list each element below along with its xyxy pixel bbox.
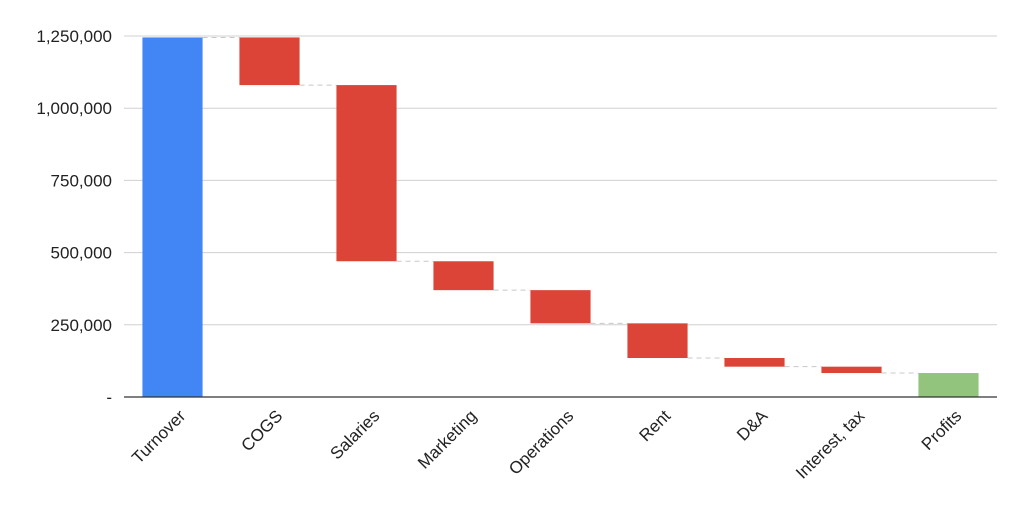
bar-salaries bbox=[336, 85, 397, 262]
y-tick-label: 500,000 bbox=[51, 244, 112, 263]
bar-operations bbox=[530, 290, 591, 324]
y-tick-label: 250,000 bbox=[51, 316, 112, 335]
bar-d-a bbox=[724, 358, 785, 367]
x-category-label: Operations bbox=[505, 406, 577, 478]
x-category-label: COGS bbox=[237, 406, 286, 455]
x-category-label: Rent bbox=[635, 406, 674, 445]
x-category-label: D&A bbox=[733, 406, 772, 445]
x-category-label: Marketing bbox=[414, 406, 480, 472]
connector-lines bbox=[202, 36, 919, 374]
y-axis-tick-labels: - 250,000 500,000 750,000 1,000,000 1,250,000 bbox=[36, 27, 112, 407]
y-tick-label: - bbox=[106, 388, 112, 407]
x-category-label: Interest, tax bbox=[792, 406, 869, 483]
bar-profits bbox=[918, 373, 979, 397]
x-category-label: Turnover bbox=[128, 406, 189, 467]
y-tick-label: 1,000,000 bbox=[36, 99, 112, 118]
bars bbox=[142, 37, 979, 397]
x-category-label: Profits bbox=[918, 406, 966, 454]
bar-cogs bbox=[239, 37, 300, 86]
bar-rent bbox=[627, 323, 688, 359]
y-tick-label: 750,000 bbox=[51, 171, 112, 190]
x-axis-category-labels: Turnover COGS Salaries Marketing Operations R… bbox=[128, 406, 965, 483]
bar-interest-tax bbox=[821, 366, 882, 374]
gridlines bbox=[124, 35, 997, 326]
y-tick-label: 1,250,000 bbox=[36, 27, 112, 46]
x-category-label: Salaries bbox=[326, 406, 383, 463]
bar-marketing bbox=[433, 261, 494, 291]
bar-turnover bbox=[142, 37, 203, 397]
